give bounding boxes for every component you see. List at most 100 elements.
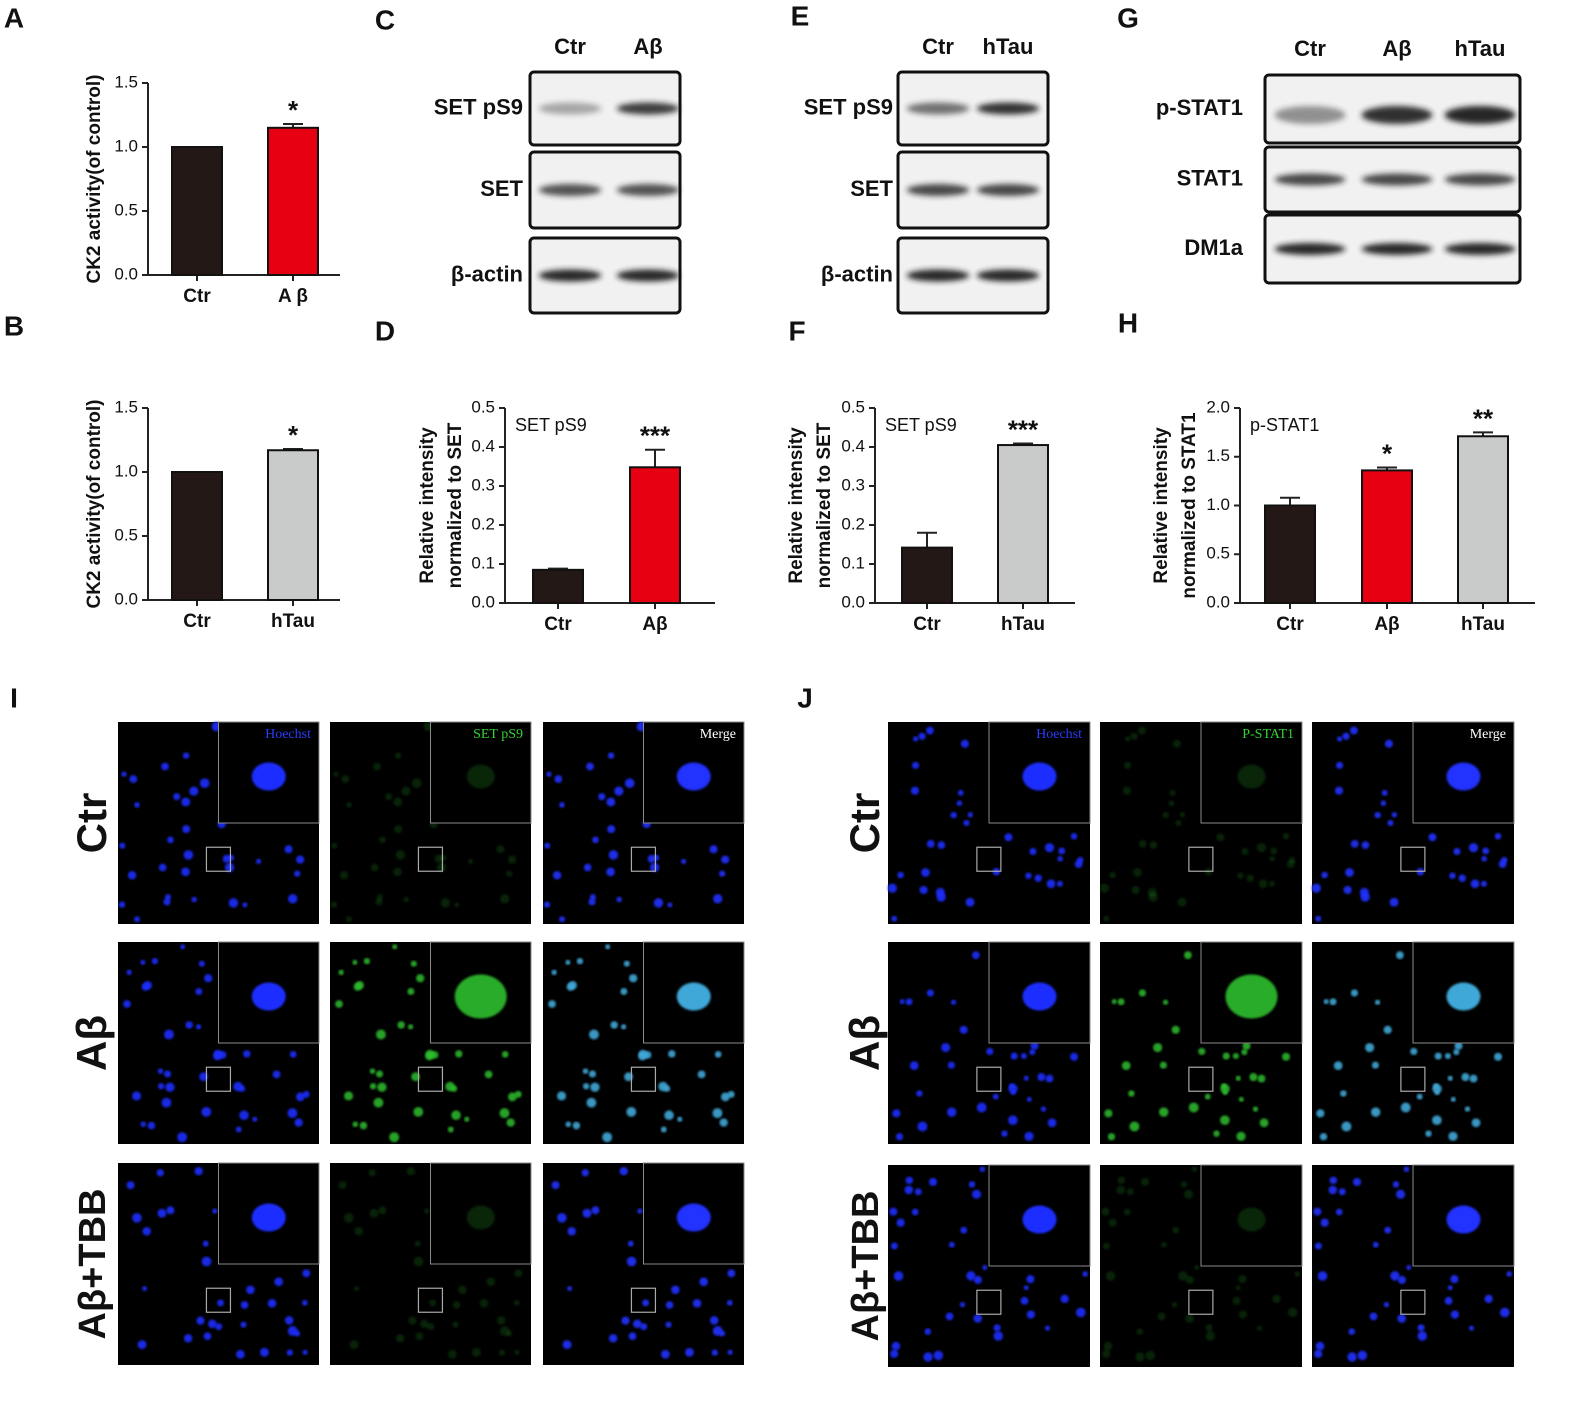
cell-nucleus [1453,1048,1460,1056]
cell-nucleus [501,1051,509,1058]
cell-nucleus [1335,761,1344,769]
cell-nucleus [971,951,980,960]
cell-nucleus [945,1312,954,1321]
x-tick-label: Ctr [1276,614,1304,635]
roi-box [976,1066,1002,1092]
cell-nucleus [352,959,358,965]
blot-band [906,269,970,282]
cell-nucleus [447,1126,454,1133]
cell-nucleus [1454,1041,1463,1050]
cell-nucleus [606,867,615,877]
cell-nucleus [411,1072,420,1082]
inset-cell [1225,974,1278,1019]
cell-nucleus [649,862,660,873]
cell-nucleus [240,1301,249,1309]
cell-nucleus [464,1116,470,1122]
cell-nucleus [203,1332,212,1341]
roi-box [205,1287,232,1313]
cell-nucleus [393,797,403,807]
cell-nucleus [1162,811,1169,819]
inset-frame [988,721,1091,824]
cell-nucleus [407,988,415,996]
cell-nucleus [134,802,140,808]
cell-nucleus [1249,1073,1258,1082]
inset-title: SET pS9 [515,415,587,435]
cell-nucleus [202,1240,209,1247]
cell-nucleus [506,870,513,877]
blot-band [1444,173,1516,186]
cell-nucleus [1107,1133,1116,1141]
cell-nucleus [395,1333,405,1343]
cell-nucleus [330,901,338,908]
cell-nucleus [1117,1176,1126,1185]
cell-nucleus [582,1068,589,1075]
cell-nucleus [377,1082,387,1092]
cell-nucleus [668,1050,676,1058]
cell-nucleus [1350,839,1359,848]
y-axis-label: normalized to SET [445,422,466,588]
cell-nucleus [1133,868,1142,877]
cell-nucleus [1387,819,1394,827]
cell-nucleus [992,1093,999,1100]
cell-nucleus [1213,1130,1220,1137]
cell-nucleus [1352,1177,1362,1187]
panel-letter: H [1118,307,1138,338]
cell-nucleus [1272,1294,1281,1304]
cell-nucleus [1270,847,1278,855]
roi-box [1400,1066,1426,1092]
cell-nucleus [1242,1041,1251,1050]
cell-nucleus [394,752,402,759]
roi-box [1188,846,1214,872]
cell-nucleus [142,1226,152,1236]
cell-nucleus [1236,1131,1246,1141]
cell-nucleus [373,762,381,771]
cell-nucleus [212,1208,218,1214]
cell-nucleus [252,1116,258,1122]
bar [171,146,223,276]
cell-nucleus [1128,1090,1135,1097]
cell-nucleus [562,1340,572,1350]
blot-band [906,184,970,196]
cell-nucleus [1371,1061,1379,1069]
cell-nucleus [1383,1301,1390,1308]
cell-nucleus [1010,1090,1016,1096]
inset-title: SET pS9 [885,415,957,435]
cell-nucleus [1070,832,1078,840]
cell-nucleus [1470,879,1480,889]
cell-nucleus [368,1169,376,1177]
panel-letter: D [375,315,395,346]
panel-letter: A [4,2,24,33]
cell-nucleus [1392,1181,1400,1188]
cell-nucleus [513,1299,520,1306]
y-tick-label: 1.0 [114,461,138,480]
cell-nucleus [897,871,904,879]
cell-nucleus [508,855,517,864]
cell-nucleus [911,761,920,769]
roi-box [205,846,232,872]
cell-nucleus [660,1349,670,1359]
cell-nucleus [227,854,235,861]
cell-nucleus [1148,892,1158,902]
cell-nucleus [1198,1047,1206,1056]
cell-nucleus [484,1070,493,1079]
cell-nucleus [1205,1331,1216,1341]
cell-nucleus [1082,1271,1089,1277]
cell-nucleus [1493,1052,1503,1061]
significance: *** [640,421,671,451]
cell-nucleus [1075,1307,1086,1318]
cell-nucleus [712,1108,723,1119]
cell-nucleus [610,1021,618,1029]
x-tick-label: Ctr [183,286,211,307]
cell-nucleus [652,854,660,861]
cell-nucleus [957,789,964,796]
y-tick-label: 1.0 [114,136,138,155]
cell-nucleus [151,957,159,965]
roi-box [976,846,1002,872]
cell-nucleus [699,1277,709,1287]
cell-nucleus [183,1333,193,1343]
cell-nucleus [558,916,566,923]
cell-nucleus [284,1316,294,1325]
cell-nucleus [588,1070,597,1078]
cell-nucleus [1257,1074,1266,1083]
x-tick-label: Ctr [544,614,572,635]
